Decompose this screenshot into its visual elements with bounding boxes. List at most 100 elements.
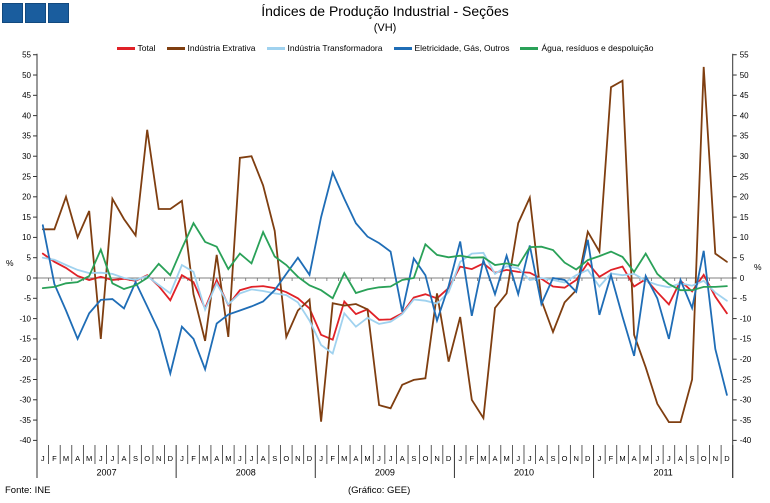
legend-label-total: Total bbox=[137, 43, 156, 53]
series-line-agua-residuos-despoluicao bbox=[41, 221, 728, 300]
month-label: J bbox=[180, 454, 184, 463]
legend-label-industria-transformadora: Indústria Transformadora bbox=[287, 43, 383, 53]
source-note: Fonte: INE bbox=[5, 485, 51, 496]
legend-item-industria-transformadora: Indústria Transformadora bbox=[266, 43, 383, 53]
legend-item-total: Total bbox=[116, 43, 156, 53]
legend-swatch-industria-transformadora bbox=[266, 46, 285, 50]
month-label: S bbox=[272, 454, 277, 463]
y-tick-label-left: 45 bbox=[22, 91, 31, 100]
month-label: M bbox=[364, 454, 370, 463]
month-label: S bbox=[690, 454, 695, 463]
y-tick-label-left: 55 bbox=[22, 51, 31, 60]
y-tick-label-left: 50 bbox=[22, 71, 31, 80]
y-axis-right-ticks: -40 -35 -30 -25 -20 -15 -10 -5 0 5 10 15 20 25 30 35 40 4… bbox=[732, 51, 752, 445]
month-label: F bbox=[52, 454, 57, 463]
y-tick-label-right: 10 bbox=[740, 233, 749, 242]
y-tick-label-left: -20 bbox=[19, 355, 31, 364]
month-label: D bbox=[168, 454, 174, 463]
month-label: M bbox=[643, 454, 649, 463]
y-tick-label-right: -30 bbox=[740, 396, 752, 405]
month-label: J bbox=[597, 454, 601, 463]
month-label: O bbox=[562, 454, 568, 463]
y-axis-left-ticks: -40 -35 -30 -25 -20 -15 -10 -5 0 5 10 15 20 25 30 35 40 4… bbox=[19, 51, 37, 445]
month-label: M bbox=[341, 454, 347, 463]
legend-item-industria-extrativa: Indústria Extrativa bbox=[166, 43, 256, 53]
month-label: N bbox=[156, 454, 161, 463]
credit-note: (Gráfico: GEE) bbox=[348, 485, 411, 496]
month-label: A bbox=[214, 454, 219, 463]
month-label: N bbox=[713, 454, 718, 463]
y-tick-label-right: -15 bbox=[740, 335, 752, 344]
y-axis-unit-left: % bbox=[6, 258, 14, 268]
month-label: M bbox=[63, 454, 69, 463]
month-label: J bbox=[516, 454, 520, 463]
y-tick-label-right: 20 bbox=[740, 193, 749, 202]
month-label: J bbox=[41, 454, 45, 463]
logo-square-icon bbox=[2, 3, 23, 23]
legend-label-eletricidade-gas-outros: Eletricidade, Gás, Outros bbox=[414, 43, 510, 53]
y-tick-label-right: -5 bbox=[740, 294, 748, 303]
month-label: D bbox=[585, 454, 591, 463]
month-label: N bbox=[295, 454, 300, 463]
y-tick-label-left: 25 bbox=[22, 172, 31, 181]
month-label: S bbox=[133, 454, 138, 463]
y-tick-label-left: -5 bbox=[24, 294, 32, 303]
month-label: F bbox=[191, 454, 196, 463]
month-label: J bbox=[99, 454, 103, 463]
y-tick-label-left: -40 bbox=[19, 436, 31, 445]
legend-swatch-total bbox=[116, 46, 135, 50]
month-label: F bbox=[470, 454, 475, 463]
month-label: F bbox=[330, 454, 335, 463]
month-label: A bbox=[492, 454, 497, 463]
month-label: O bbox=[144, 454, 150, 463]
y-tick-label-left: -35 bbox=[19, 416, 31, 425]
legend-swatch-eletricidade-gas-outros bbox=[393, 46, 412, 50]
month-label: O bbox=[423, 454, 429, 463]
month-label: O bbox=[701, 454, 707, 463]
month-label: J bbox=[377, 454, 381, 463]
month-label: A bbox=[400, 454, 405, 463]
month-label: D bbox=[446, 454, 452, 463]
month-label: J bbox=[655, 454, 659, 463]
logo-square-icon bbox=[48, 3, 69, 23]
y-tick-label-right: 35 bbox=[740, 132, 749, 141]
y-tick-label-right: 45 bbox=[740, 91, 749, 100]
chart-title: Índices de Produção Industrial - Seções bbox=[261, 3, 509, 19]
y-tick-label-right: 40 bbox=[740, 111, 749, 120]
month-label: S bbox=[550, 454, 555, 463]
logo bbox=[2, 3, 69, 23]
y-tick-label-left: 15 bbox=[22, 213, 31, 222]
series-line-industria-extrativa bbox=[41, 66, 728, 424]
y-tick-label-left: 40 bbox=[22, 111, 31, 120]
month-label: A bbox=[121, 454, 126, 463]
year-label: 2011 bbox=[653, 468, 672, 478]
month-label: J bbox=[110, 454, 114, 463]
y-tick-label-right: 50 bbox=[740, 71, 749, 80]
month-label: M bbox=[480, 454, 486, 463]
month-label: M bbox=[86, 454, 92, 463]
series-line-eletricidade-gas-outros bbox=[41, 169, 728, 396]
legend-label-agua-residuos-despoluicao: Água, resíduos e despoluição bbox=[541, 43, 654, 53]
y-tick-label-left: -25 bbox=[19, 375, 31, 384]
month-label: J bbox=[238, 454, 242, 463]
legend-item-eletricidade-gas-outros: Eletricidade, Gás, Outros bbox=[393, 43, 510, 53]
year-label: 2008 bbox=[236, 468, 256, 478]
month-label: A bbox=[353, 454, 358, 463]
y-tick-label-right: 0 bbox=[740, 274, 745, 283]
y-tick-label-left: 20 bbox=[22, 193, 31, 202]
month-label: M bbox=[225, 454, 231, 463]
month-label: J bbox=[458, 454, 462, 463]
month-label: J bbox=[667, 454, 671, 463]
month-label: M bbox=[619, 454, 625, 463]
y-tick-label-right: -35 bbox=[740, 416, 752, 425]
legend-swatch-industria-extrativa bbox=[166, 46, 185, 50]
legend-swatch-agua-residuos-despoluicao bbox=[520, 46, 539, 50]
y-tick-label-right: 55 bbox=[740, 51, 749, 60]
y-tick-label-left: -10 bbox=[19, 314, 31, 323]
y-tick-label-left: 10 bbox=[22, 233, 31, 242]
month-label: M bbox=[503, 454, 509, 463]
y-tick-label-left: 30 bbox=[22, 152, 31, 161]
y-tick-label-right: 25 bbox=[740, 172, 749, 181]
